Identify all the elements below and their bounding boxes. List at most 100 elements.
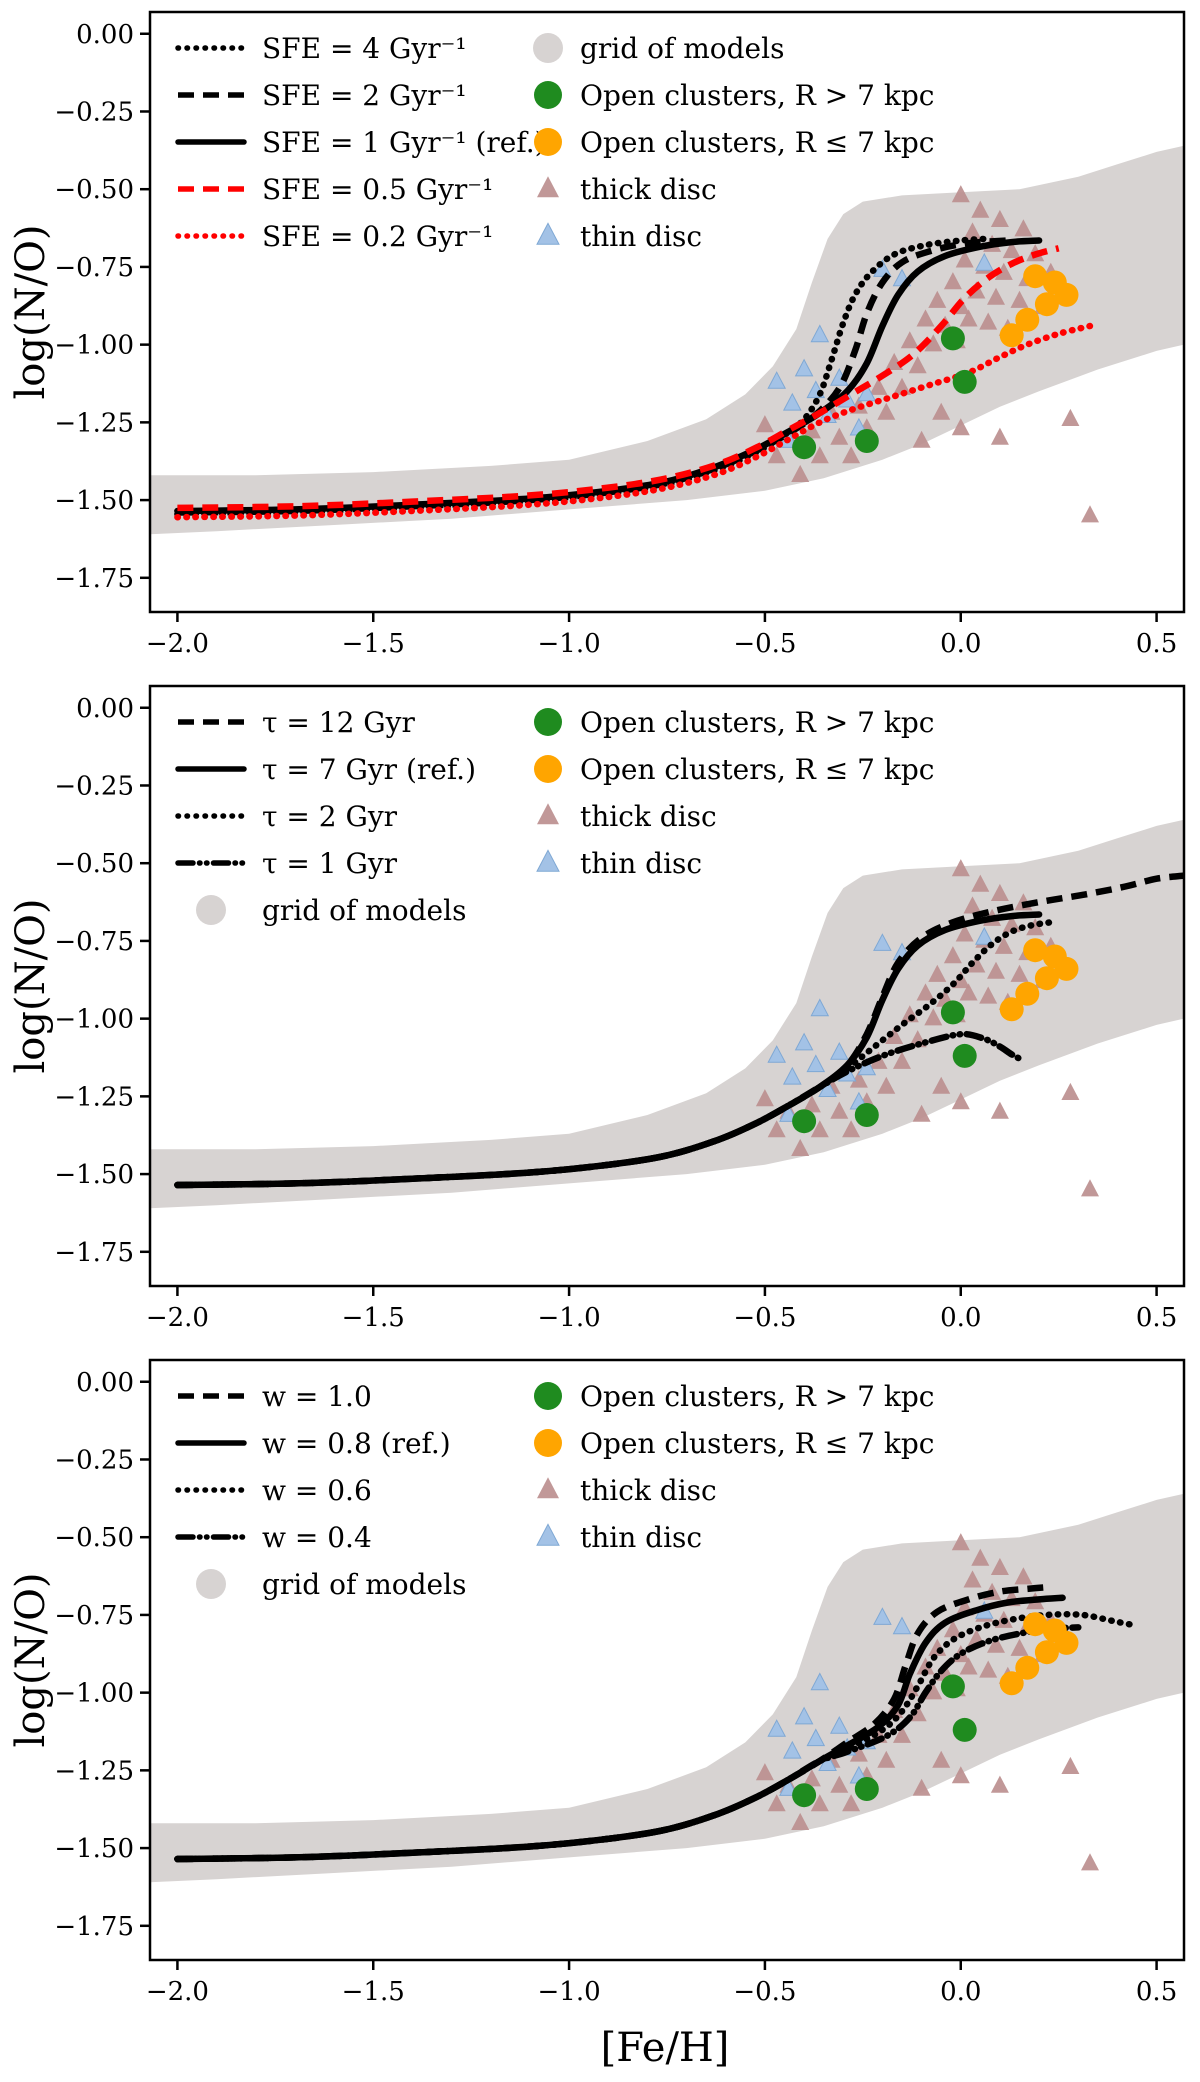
thick-disc-point — [908, 1704, 927, 1722]
thick-disc-point — [951, 418, 970, 436]
thick-disc-point — [979, 986, 998, 1004]
x-tick-label: −1.0 — [538, 1303, 601, 1333]
legend-circle-marker — [533, 33, 563, 63]
x-tick-label: 0.5 — [1136, 629, 1177, 659]
thin-disc-point — [794, 1032, 814, 1051]
legend-item-line: τ = 7 Gyr (ref.) — [175, 753, 476, 786]
y-axis-label: log(N/O) — [8, 225, 54, 400]
thin-disc-point — [810, 324, 830, 343]
legend-label: w = 0.4 — [262, 1521, 372, 1554]
open-cluster-inner-point — [1034, 292, 1059, 317]
thin-disc-point — [782, 1740, 802, 1759]
thin-disc-point — [782, 392, 802, 411]
thick-disc-point — [1061, 1082, 1080, 1100]
thick-disc-point — [849, 1744, 868, 1762]
thick-disc-point — [802, 1095, 821, 1113]
legend-label: Open clusters, R ≤ 7 kpc — [580, 1427, 934, 1460]
x-tick-label: −2.0 — [146, 629, 209, 659]
open-cluster-inner-point — [999, 323, 1024, 348]
model-curve — [177, 245, 1060, 512]
legend-circle-marker — [534, 708, 562, 736]
legend-item-marker: thin disc — [536, 847, 702, 880]
open-cluster-inner-point — [1023, 1612, 1048, 1637]
legend-label: Open clusters, R ≤ 7 kpc — [580, 126, 934, 159]
open-clusters-inner-points — [999, 264, 1079, 348]
thick-disc-point — [951, 185, 970, 203]
open-clusters-inner-points — [999, 938, 1079, 1022]
open-clusters-outer-points — [792, 1674, 977, 1808]
y-tick-label: −0.75 — [54, 253, 134, 283]
thick-disc-point — [951, 1766, 970, 1784]
legend-label: grid of models — [262, 1568, 466, 1601]
model-grid-band — [150, 1493, 1184, 1883]
thick-disc-point — [900, 331, 919, 349]
y-tick-label: −1.00 — [54, 1005, 134, 1035]
chart-panel-tau: −2.0 −1.5 −1.0 −0.5 0.0 0.5 0.00 −0.25 −0.50 −0.7… — [8, 684, 1186, 1333]
model-grid-band — [150, 145, 1184, 535]
open-cluster-inner-point — [1054, 1630, 1079, 1655]
legend-label: grid of models — [580, 32, 784, 65]
thick-disc-point — [924, 1008, 943, 1026]
y-tick-label: −1.00 — [54, 1679, 134, 1709]
grid-of-models-swatch — [196, 1569, 226, 1599]
thick-disc-point — [791, 464, 810, 482]
thin-disc-point — [873, 259, 892, 277]
thick-disc-point — [1081, 1853, 1099, 1871]
legend-item-line: SFE = 2 Gyr⁻¹ — [178, 79, 467, 112]
thick-disc-point — [990, 1775, 1009, 1793]
open-cluster-inner-point — [1034, 1640, 1059, 1665]
legend-item-line: τ = 2 Gyr — [175, 800, 398, 833]
legend-item-line: SFE = 4 Gyr⁻¹ — [175, 32, 467, 65]
legend-label: thick disc — [580, 800, 717, 833]
legend-label: SFE = 1 Gyr⁻¹ (ref.) — [262, 126, 546, 159]
thin-disc-point — [892, 1616, 912, 1635]
model-curve — [174, 322, 1094, 521]
legend-item-line: SFE = 0.5 Gyr⁻¹ — [178, 173, 493, 206]
thin-disc-points — [767, 926, 994, 1122]
thick-disc-point — [990, 1557, 1009, 1575]
thick-disc-point — [767, 1120, 786, 1138]
legend-triangle-marker — [536, 222, 560, 245]
thin-disc-point — [857, 1057, 877, 1076]
legend-label: thin disc — [580, 1521, 702, 1554]
thick-disc-point — [1010, 1638, 1029, 1656]
legend-circle-marker — [534, 1382, 562, 1410]
legend-label: SFE = 2 Gyr⁻¹ — [262, 79, 467, 112]
x-tick-label: −2.0 — [146, 1303, 209, 1333]
legend-item-line: w = 1.0 — [178, 1380, 372, 1413]
thin-disc-point — [974, 926, 994, 945]
thin-disc-point — [779, 1104, 798, 1122]
thick-disc-point — [885, 1026, 904, 1044]
open-clusters-outer-points — [792, 1000, 977, 1134]
thick-disc-point — [971, 874, 990, 892]
thick-disc-point — [924, 1682, 943, 1700]
open-cluster-inner-point — [999, 997, 1024, 1022]
thick-disc-point — [877, 402, 896, 420]
open-cluster-outer-point — [952, 1717, 977, 1742]
open-cluster-outer-point — [854, 1777, 879, 1801]
x-tick-label: 0.5 — [1136, 1303, 1177, 1333]
thin-disc-point — [779, 1778, 798, 1796]
thick-disc-point — [932, 402, 951, 420]
y-axis-label: log(N/O) — [8, 1573, 54, 1748]
thick-disc-point — [928, 290, 947, 308]
thick-disc-point — [951, 1533, 970, 1551]
thick-disc-point — [849, 1070, 868, 1088]
y-tick-label: 0.00 — [76, 1368, 134, 1398]
chart-panel-sfe: −2.0 −1.5 −1.0 −0.5 0.0 0.5 0.00 −0.25 −0.50 −0.7… — [8, 10, 1186, 659]
thick-disc-point — [810, 1120, 829, 1138]
thick-disc-point — [810, 1794, 829, 1812]
open-cluster-outer-point — [940, 326, 965, 351]
x-tick-label: −1.5 — [342, 629, 405, 659]
legend-item-marker: Open clusters, R ≤ 7 kpc — [534, 126, 934, 159]
thick-disc-point — [963, 222, 982, 240]
thick-disc-point — [916, 983, 935, 1001]
thin-disc-point — [767, 1045, 787, 1063]
x-tick-label: −0.5 — [733, 629, 796, 659]
x-tick-label: −1.5 — [342, 1303, 405, 1333]
x-tick-label: −1.0 — [538, 1977, 601, 2007]
thick-disc-point — [755, 1089, 774, 1107]
open-cluster-inner-point — [1015, 307, 1040, 332]
thick-disc-point — [755, 1763, 774, 1781]
